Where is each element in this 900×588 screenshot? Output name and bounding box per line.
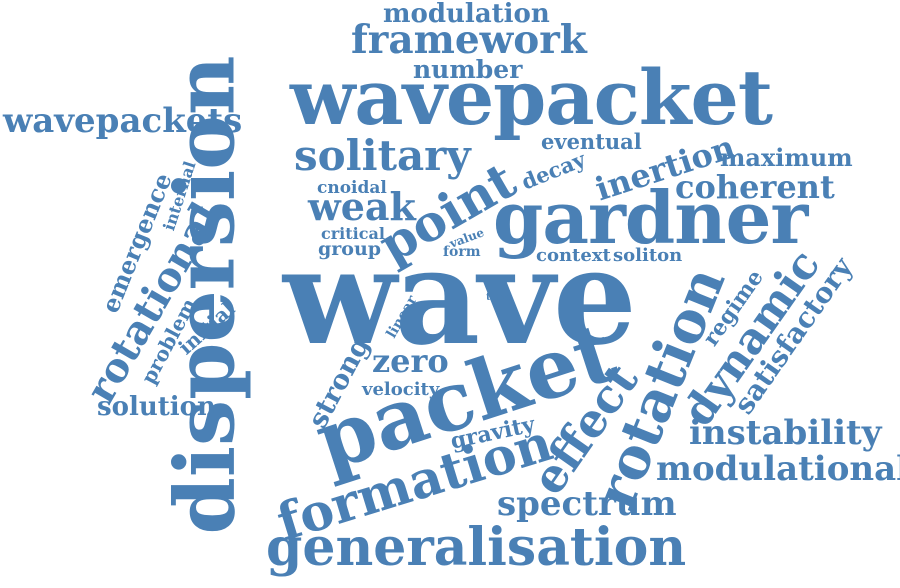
word-cnoidal: cnoidal <box>317 178 387 198</box>
word-modulational: modulational <box>656 449 900 489</box>
word-velocity: velocity <box>362 379 440 400</box>
word-number: number <box>413 55 523 84</box>
word-group: group <box>318 238 382 260</box>
word-coherent: coherent <box>675 168 835 206</box>
word-solitary: solitary <box>294 131 471 180</box>
word-time: time <box>486 292 512 303</box>
word-generalisation: generalisation <box>266 517 687 578</box>
word-wave: wave <box>283 220 637 375</box>
word-gardner: gardner <box>493 175 808 260</box>
word-form: form <box>443 244 481 260</box>
word-context: context <box>536 245 611 266</box>
word-soliton: soliton <box>613 245 683 266</box>
word-framework: framework <box>351 17 587 63</box>
word-weak: weak <box>308 184 416 229</box>
word-maximum: maximum <box>720 143 853 172</box>
word-solution: solution <box>97 392 216 422</box>
word-instability: instability <box>689 413 882 453</box>
word-wavepackets: wavepackets <box>3 101 243 141</box>
word-zero: zero <box>372 342 449 380</box>
word-wavepacket: wavepacket <box>290 53 773 142</box>
word-modulation: modulation <box>383 0 550 29</box>
word-eventual: eventual <box>541 129 642 154</box>
word-spectrum: spectrum <box>497 484 677 524</box>
word-critical: critical <box>321 224 385 243</box>
